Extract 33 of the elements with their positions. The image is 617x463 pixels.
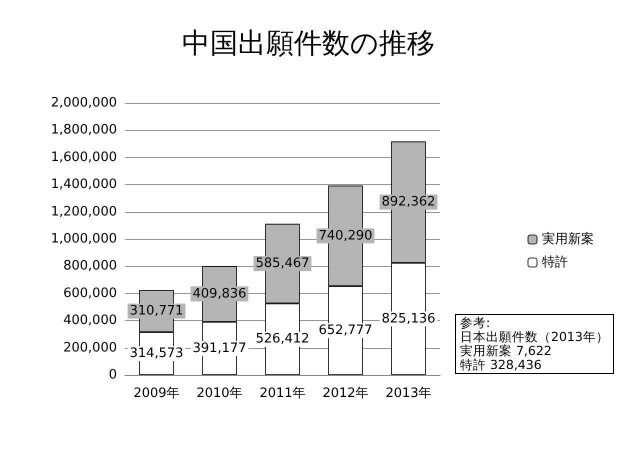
data-label: 314,573 [130, 346, 184, 362]
y-tick-label: 200,000 [63, 340, 117, 356]
y-tick-label: 1,200,000 [50, 204, 117, 220]
x-tick-label: 2009年 [133, 386, 180, 401]
text: 特許 328,436 [460, 357, 543, 372]
text: 日本出願件数（2013年） [460, 329, 609, 344]
x-tick-label: 2012年 [322, 386, 369, 401]
text: 実用新案 7,622 [460, 343, 553, 358]
legend-label: 特許 [542, 255, 568, 270]
y-tick-label: 800,000 [63, 258, 117, 274]
data-label: 585,467 [256, 256, 310, 272]
text: 参考: [460, 315, 492, 330]
data-label: 310,771 [130, 304, 184, 319]
y-tick-label: 1,400,000 [50, 177, 117, 192]
y-tick-label: 1,000,000 [50, 232, 117, 246]
x-tick-label: 2013年 [385, 386, 432, 401]
data-label: 740,290 [318, 228, 372, 244]
data-label: 892,362 [382, 194, 436, 210]
data-label: 652,777 [318, 323, 372, 338]
data-label: 391,177 [192, 340, 246, 356]
y-tick-label: 600,000 [63, 286, 117, 301]
y-tick-label: 1,600,000 [50, 150, 117, 165]
y-tick-label: 0 [108, 368, 117, 382]
y-tick-label: 400,000 [63, 313, 117, 328]
data-label: 409,836 [192, 286, 246, 302]
legend-label: 実用新案 [542, 231, 594, 247]
y-tick-label: 2,000,000 [50, 96, 117, 110]
x-tick-label: 2010年 [196, 386, 243, 401]
data-label: 526,412 [256, 332, 310, 347]
y-tick-label: 1,800,000 [50, 122, 117, 138]
chart-title: 中国出願件数の推移 [182, 26, 435, 60]
data-label: 825,136 [382, 311, 436, 326]
x-tick-label: 2011年 [259, 386, 306, 401]
